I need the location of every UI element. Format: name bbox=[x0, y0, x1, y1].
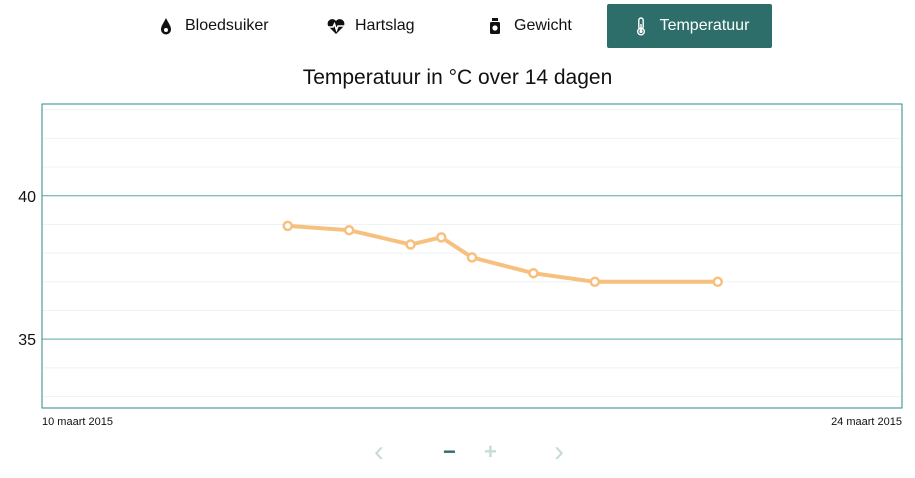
data-point[interactable] bbox=[466, 252, 478, 263]
series-line bbox=[285, 223, 720, 284]
y-tick-label: 35 bbox=[18, 332, 36, 349]
thermometer-icon bbox=[636, 17, 645, 36]
data-point[interactable] bbox=[436, 232, 447, 243]
tab-label: Gewicht bbox=[514, 17, 572, 34]
drop-icon bbox=[161, 18, 171, 35]
plot-frame bbox=[41, 103, 903, 409]
data-points bbox=[282, 220, 723, 288]
weight-jar-icon bbox=[490, 18, 500, 34]
x-end-label: 24 maart 2015 bbox=[831, 416, 902, 428]
chart-title: Temperatuur in °C over 14 dagen bbox=[302, 66, 613, 89]
next-button[interactable]: › bbox=[554, 435, 564, 468]
tab-label: Hartslag bbox=[355, 17, 415, 34]
zoom-in-button[interactable]: + bbox=[484, 439, 497, 464]
y-tick-label: 40 bbox=[18, 189, 36, 206]
data-point[interactable] bbox=[528, 267, 539, 279]
tab-bloedsuiker[interactable]: Bloedsuiker bbox=[155, 4, 295, 48]
tab-temperatuur[interactable]: Temperatuur bbox=[607, 4, 772, 48]
tab-gewicht[interactable]: Gewicht bbox=[484, 4, 604, 48]
tab-label: Temperatuur bbox=[659, 17, 750, 34]
data-point[interactable] bbox=[405, 239, 416, 250]
x-start-label: 10 maart 2015 bbox=[42, 416, 113, 428]
tab-bar: Bloedsuiker Hartslag Gewicht Temperatuur bbox=[0, 4, 915, 48]
chart-grid bbox=[42, 109, 902, 398]
data-point[interactable] bbox=[712, 276, 723, 288]
data-point[interactable] bbox=[282, 220, 293, 232]
y-axis: 35 40 bbox=[18, 189, 36, 349]
data-point[interactable] bbox=[589, 276, 601, 288]
zoom-out-button[interactable]: − bbox=[443, 439, 456, 464]
data-point[interactable] bbox=[343, 224, 355, 236]
prev-button[interactable]: ‹ bbox=[374, 435, 384, 468]
heart-pulse-icon bbox=[327, 19, 345, 34]
tab-label: Bloedsuiker bbox=[185, 17, 269, 34]
tab-hartslag[interactable]: Hartslag bbox=[325, 4, 455, 48]
